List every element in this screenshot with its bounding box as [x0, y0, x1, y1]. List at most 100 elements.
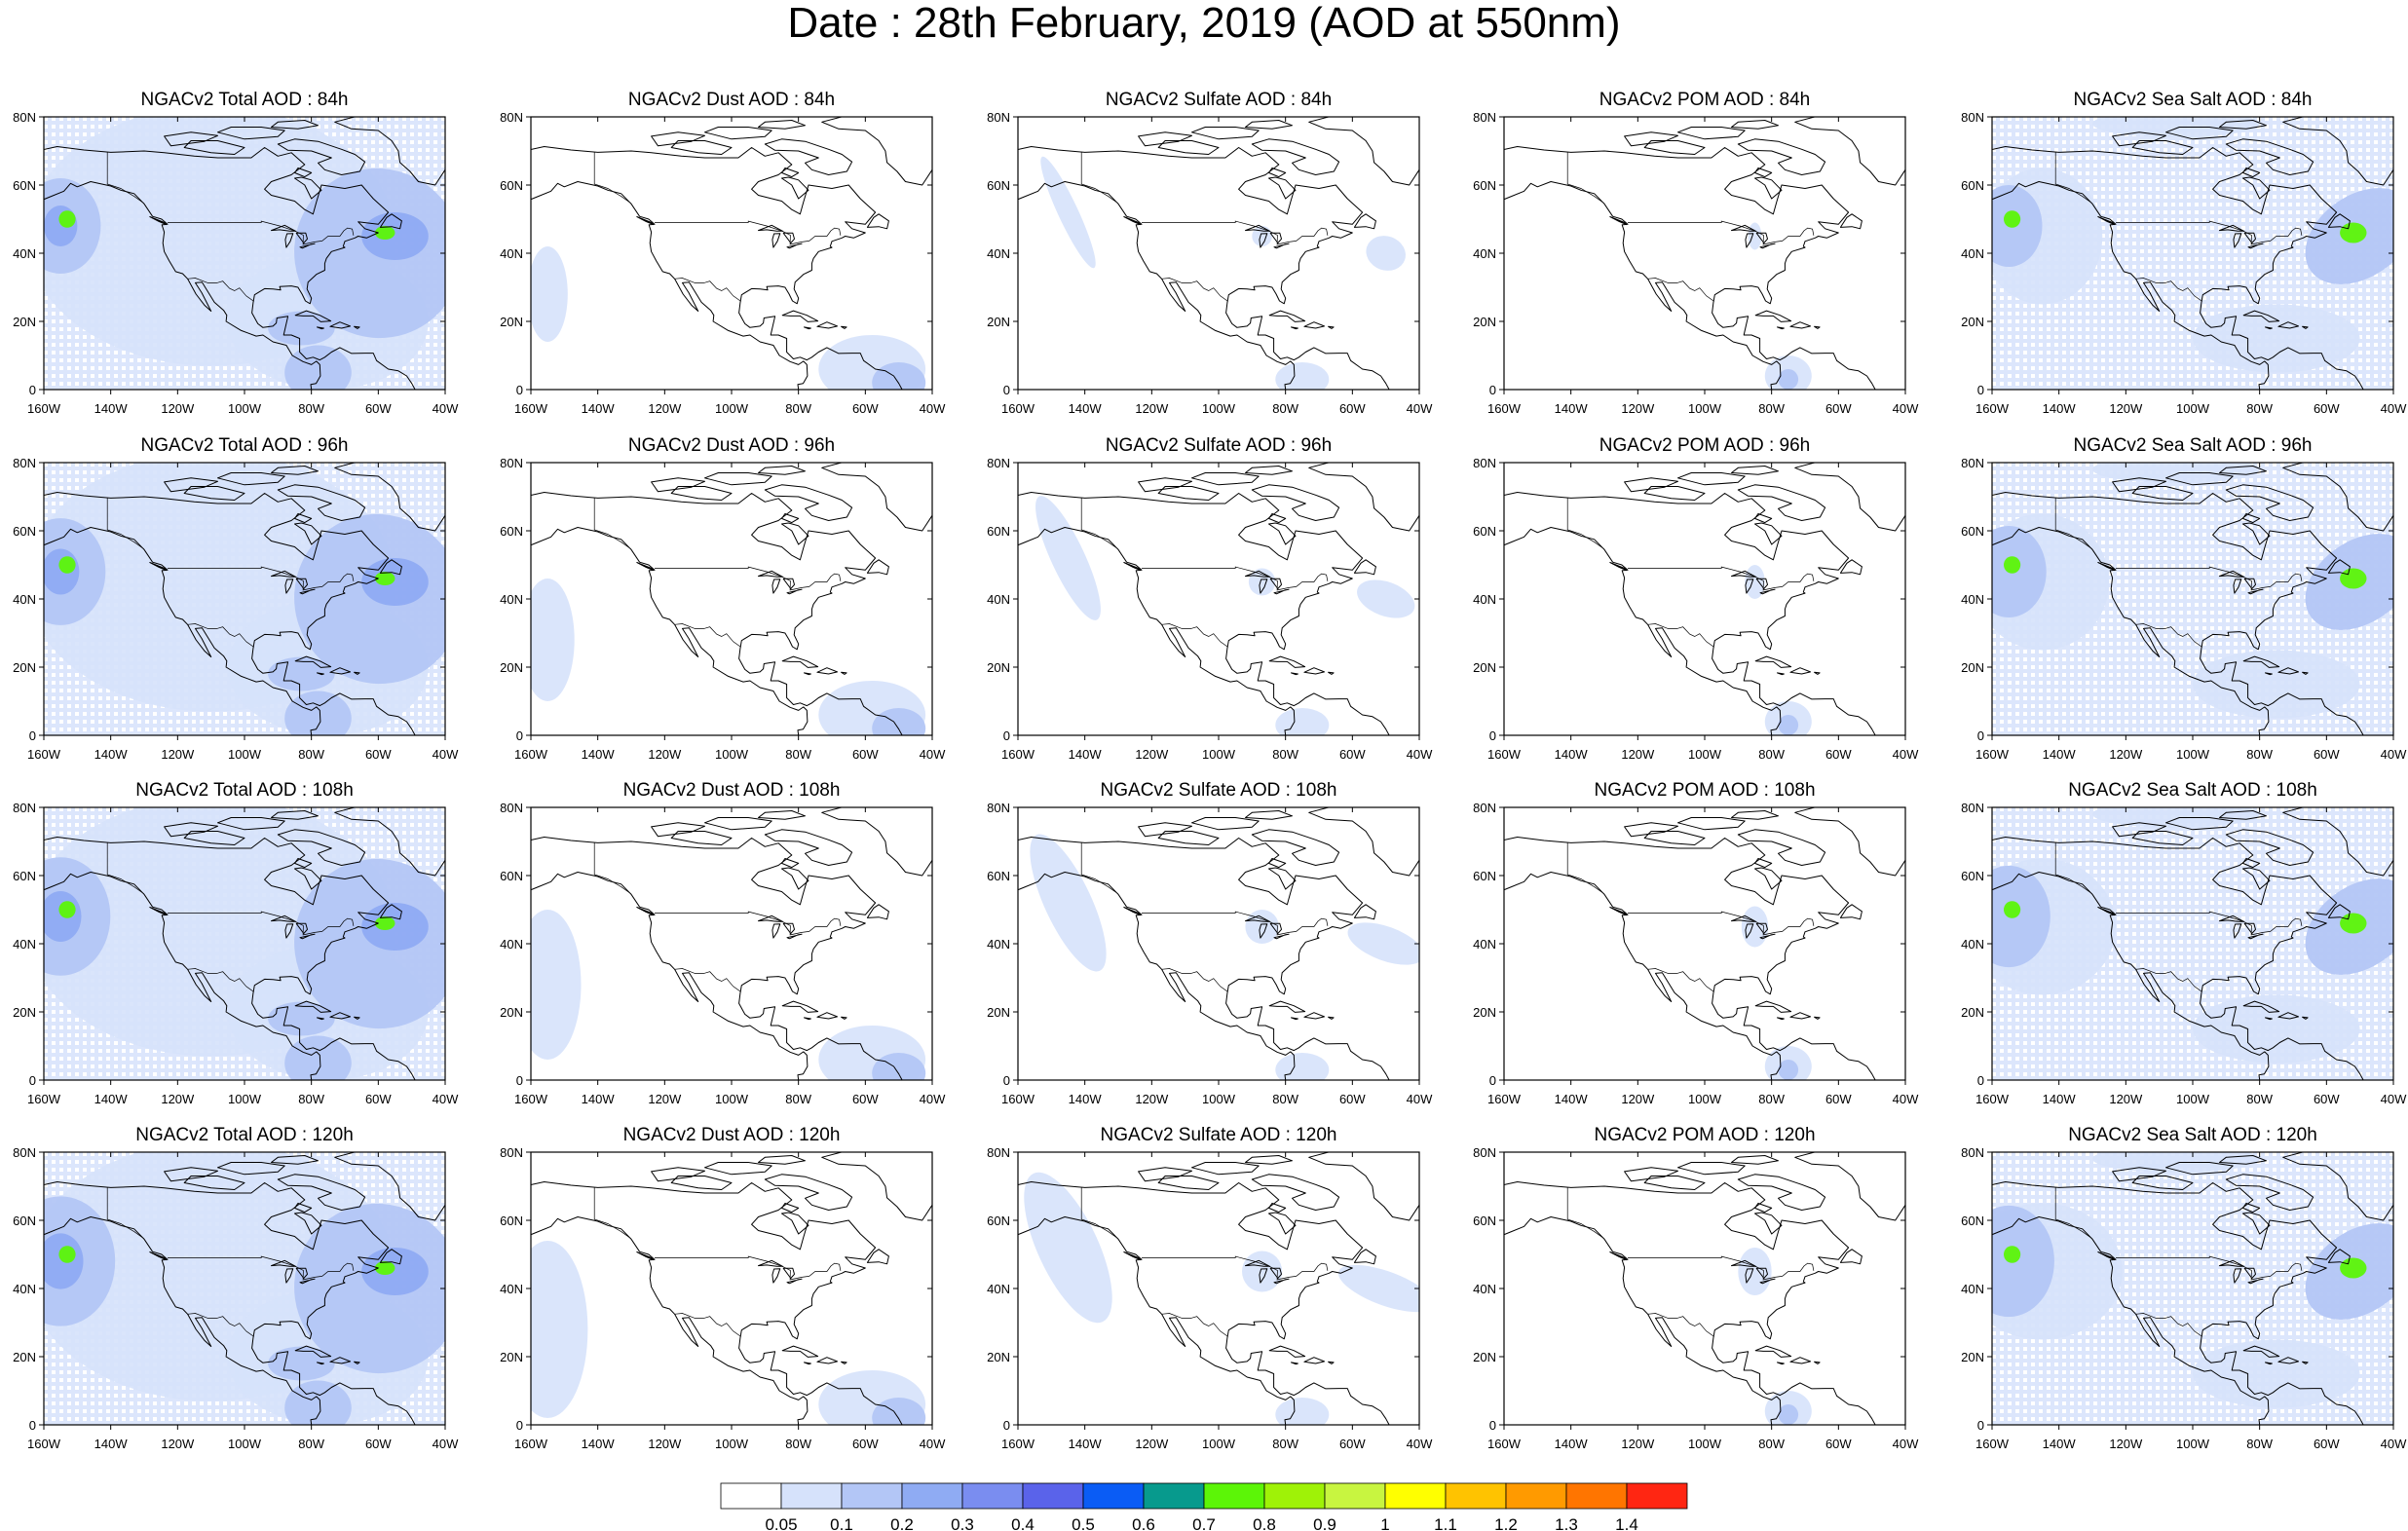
lat-tick-label: 60N: [500, 869, 523, 883]
panel-title: NGACv2 POM AOD : 96h: [1599, 435, 1810, 456]
lon-tick-label: 160W: [514, 747, 548, 762]
coastlines: [44, 463, 445, 735]
lat-tick-label: 80N: [13, 110, 36, 125]
map-panel: NGACv2 POM AOD : 96h 160W 140W 120W 100W 80W 6…: [1473, 435, 1919, 762]
panel-title: NGACv2 Sulfate AOD : 108h: [1101, 780, 1337, 801]
lat-tick-label: 0: [1489, 728, 1496, 743]
coastlines: [1992, 463, 2393, 735]
panel-title: NGACv2 Total AOD : 108h: [135, 780, 354, 801]
lat-tick-label: 20N: [500, 315, 523, 329]
panel-title: NGACv2 Total AOD : 84h: [141, 90, 349, 110]
lon-tick-label: 80W: [1758, 747, 1785, 762]
lon-tick-label: 160W: [27, 747, 61, 762]
lon-tick-label: 160W: [1975, 401, 2010, 416]
lat-tick-label: 0: [1003, 1073, 1010, 1088]
aod-field: [1992, 807, 2393, 1080]
lat-tick-label: 20N: [1473, 1005, 1496, 1020]
map-panel: NGACv2 Sea Salt AOD : 84h 160W 140W 120W 100…: [1961, 90, 2407, 416]
lon-tick-label: 60W: [1825, 747, 1852, 762]
aod-field: [531, 807, 932, 1080]
lon-tick-label: 120W: [2109, 747, 2143, 762]
borders: [106, 498, 355, 648]
borders: [1080, 1187, 1329, 1337]
lat-tick-label: 0: [1489, 383, 1496, 397]
lon-tick-label: 100W: [2176, 1437, 2210, 1451]
aod-field: [1504, 1152, 1905, 1425]
aod-field: [531, 463, 932, 735]
panel-title: NGACv2 POM AOD : 120h: [1594, 1125, 1815, 1145]
lat-tick-label: 20N: [13, 1005, 36, 1020]
coastlines: [1992, 117, 2393, 390]
lon-tick-label: 40W: [2381, 1092, 2407, 1106]
lon-tick-label: 40W: [2381, 1437, 2407, 1451]
map-panel: NGACv2 Dust AOD : 120h 160W 140W 120W 100W 80…: [500, 1125, 946, 1451]
lat-tick-label: 80N: [1473, 456, 1496, 470]
lon-tick-label: 140W: [1555, 401, 1589, 416]
colorbar-swatch: [1022, 1482, 1084, 1510]
lon-tick-label: 120W: [1621, 747, 1655, 762]
lon-tick-label: 120W: [1135, 401, 1169, 416]
lon-tick-label: 120W: [1621, 1437, 1655, 1451]
lat-tick-label: 80N: [1473, 801, 1496, 815]
lon-tick-label: 120W: [1621, 1092, 1655, 1106]
lon-tick-label: 160W: [1975, 747, 2010, 762]
coastlines: [1018, 807, 1419, 1080]
lon-tick-label: 60W: [1825, 1437, 1852, 1451]
lat-tick-label: 20N: [13, 315, 36, 329]
map-panel: NGACv2 POM AOD : 84h 160W 140W 120W 100W 80W 6…: [1473, 90, 1919, 416]
lat-tick-label: 40N: [1961, 1282, 1984, 1296]
lon-tick-label: 60W: [852, 747, 879, 762]
lon-tick-label: 80W: [1272, 747, 1298, 762]
lon-tick-label: 140W: [94, 1437, 129, 1451]
lat-tick-label: 20N: [1961, 315, 1984, 329]
map-panel: NGACv2 Sulfate AOD : 120h 160W 140W 120W 100…: [987, 1125, 1433, 1451]
lat-tick-label: 0: [516, 383, 523, 397]
lon-tick-label: 100W: [228, 401, 262, 416]
coastlines: [1018, 117, 1419, 390]
lat-tick-label: 80N: [500, 1145, 523, 1160]
lat-tick-label: 60N: [1961, 178, 1984, 193]
lat-tick-label: 20N: [500, 1350, 523, 1364]
panel-title: NGACv2 Total AOD : 96h: [141, 435, 349, 456]
lon-tick-label: 160W: [1001, 1092, 1035, 1106]
panel-title: NGACv2 Sea Salt AOD : 84h: [2073, 90, 2312, 110]
lat-tick-label: 0: [1977, 1418, 1984, 1433]
lon-tick-label: 120W: [161, 401, 195, 416]
lon-tick-label: 40W: [1893, 747, 1919, 762]
lon-tick-label: 120W: [161, 1092, 195, 1106]
lat-tick-label: 80N: [987, 110, 1010, 125]
lon-tick-label: 80W: [785, 1092, 811, 1106]
aod-field: [1992, 117, 2393, 390]
lat-tick-label: 40N: [13, 937, 36, 952]
aod-field: [1018, 117, 1419, 390]
lon-tick-label: 40W: [2381, 401, 2407, 416]
colorbar-swatch: [1565, 1482, 1628, 1510]
lat-tick-label: 20N: [500, 660, 523, 675]
lon-tick-label: 120W: [1621, 401, 1655, 416]
lon-tick-label: 60W: [1339, 1092, 1366, 1106]
borders: [1566, 152, 1815, 302]
borders: [593, 498, 842, 648]
lon-tick-label: 80W: [298, 1437, 324, 1451]
lon-tick-label: 140W: [2043, 1437, 2077, 1451]
borders: [106, 842, 355, 992]
lon-tick-label: 100W: [715, 1092, 749, 1106]
lat-tick-label: 60N: [1473, 178, 1496, 193]
colorbar-swatch: [1445, 1482, 1507, 1510]
lat-tick-label: 60N: [500, 524, 523, 539]
lon-tick-label: 40W: [1407, 747, 1433, 762]
lat-tick-label: 60N: [1473, 1214, 1496, 1228]
map-panel: NGACv2 Sea Salt AOD : 108h 160W 140W 120W 10…: [1961, 780, 2407, 1106]
lon-tick-label: 40W: [1407, 1092, 1433, 1106]
borders: [1080, 152, 1329, 302]
lat-tick-label: 40N: [1473, 246, 1496, 261]
lon-tick-label: 40W: [1407, 1437, 1433, 1451]
colorbar-swatch: [901, 1482, 963, 1510]
lon-tick-label: 80W: [785, 747, 811, 762]
aod-field: [44, 1152, 445, 1425]
lat-tick-label: 80N: [1473, 110, 1496, 125]
lat-tick-label: 40N: [1961, 937, 1984, 952]
lat-tick-label: 60N: [13, 869, 36, 883]
lat-tick-label: 60N: [13, 178, 36, 193]
